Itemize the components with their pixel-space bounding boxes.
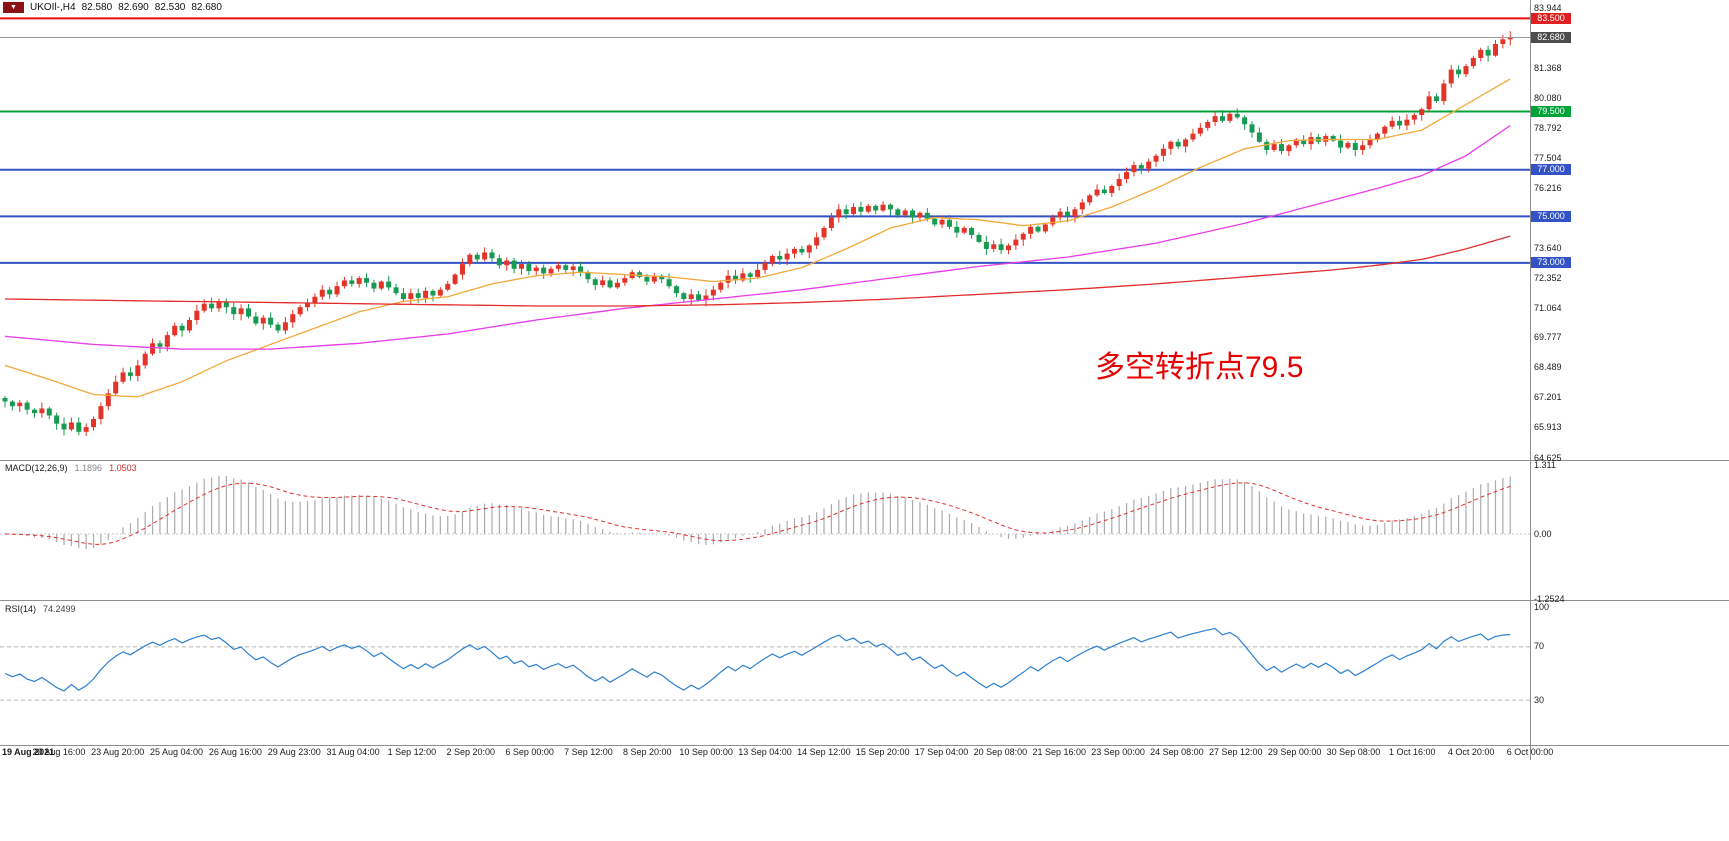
macd-histogram <box>11 475 1511 549</box>
rsi-scale-label: 70 <box>1534 641 1545 652</box>
macd-signal-value: 1.0503 <box>109 463 137 473</box>
chart-flag-icon: ▼ <box>3 2 24 13</box>
price-axis-label: 81.368 <box>1534 62 1562 73</box>
price-axis-label: 64.625 <box>1534 452 1562 463</box>
price-axis-label: 68.489 <box>1534 362 1562 373</box>
panel-separator <box>0 600 1729 601</box>
price-axis-label: 71.064 <box>1534 302 1562 313</box>
macd-label: MACD(12,26,9) <box>5 463 68 473</box>
price-badge: 82.680 <box>1531 31 1571 43</box>
rsi-value: 74.2499 <box>43 604 76 614</box>
time-axis-label: 26 Aug 16:00 <box>208 747 262 757</box>
macd-label-row: MACD(12,26,9) 1.1896 1.0503 <box>5 463 137 473</box>
macd-scale-label: 1.311 <box>1534 460 1556 471</box>
time-axis-label: 19 Aug 2021 <box>2 747 55 757</box>
time-axis-label: 6 Oct 00:00 <box>1506 747 1554 757</box>
time-axis-separator <box>0 745 1729 746</box>
price-axis-separator <box>1530 0 1531 760</box>
rsi-label-row: RSI(14) 74.2499 <box>5 604 76 614</box>
price-axis-label: 69.777 <box>1534 332 1562 343</box>
time-axis-label: 2 Sep 20:00 <box>446 747 496 757</box>
ma-fast-orange <box>4 78 1511 398</box>
time-axis-label: 1 Oct 16:00 <box>1389 747 1436 757</box>
price-badge: 73.000 <box>1531 257 1571 269</box>
price-axis-label: 65.913 <box>1534 422 1562 433</box>
price-axis-label: 83.944 <box>1534 2 1562 13</box>
time-axis-label: 7 Sep 12:00 <box>564 747 613 757</box>
macd-signal-line <box>4 482 1511 545</box>
ohlc-high: 82.690 <box>118 2 149 13</box>
time-axis-label: 23 Sep 00:00 <box>1091 747 1145 757</box>
ohlc-low: 82.530 <box>154 2 186 13</box>
price-axis-label: 67.201 <box>1534 392 1562 403</box>
time-axis-label: 15 Sep 20:00 <box>855 747 910 757</box>
time-axis-label: 21 Sep 16:00 <box>1032 747 1086 757</box>
time-axis-label: 14 Sep 12:00 <box>797 747 851 757</box>
price-axis-label: 77.504 <box>1534 152 1562 163</box>
price-badge: 75.000 <box>1531 210 1571 222</box>
time-axis-label: 10 Sep 00:00 <box>679 747 733 757</box>
ohlc-open: 82.580 <box>81 2 113 13</box>
ma-slow-red <box>4 235 1511 307</box>
rsi-scale-label: 30 <box>1534 694 1545 705</box>
price-axis-label: 73.640 <box>1534 242 1562 253</box>
price-badge: 83.500 <box>1531 12 1571 24</box>
time-axis-label: 27 Sep 12:00 <box>1208 747 1263 757</box>
time-axis-label: 29 Aug 23:00 <box>267 747 321 757</box>
time-axis-label: 30 Sep 08:00 <box>1326 747 1381 757</box>
symbol-info: ▼ UKOIl-,H4 82.580 82.690 82.530 82.680 <box>3 2 222 13</box>
ohlc-close: 82.680 <box>191 2 222 13</box>
price-axis-label: 80.080 <box>1534 92 1562 103</box>
price-badge: 77.000 <box>1531 164 1571 176</box>
rsi-label: RSI(14) <box>5 604 37 614</box>
time-axis-label: 23 Aug 20:00 <box>91 747 145 757</box>
time-axis-label: 6 Sep 00:00 <box>505 747 554 757</box>
time-axis-label: 20 Sep 08:00 <box>973 747 1028 757</box>
time-axis-label: 4 Oct 20:00 <box>1447 747 1495 757</box>
price-badge: 79.500 <box>1531 106 1571 117</box>
time-axis-label: 1 Sep 12:00 <box>387 747 437 757</box>
macd-value: 1.1896 <box>74 463 103 473</box>
rsi-scale-label: 100 <box>1534 601 1550 612</box>
macd-scale-label: -1.2524 <box>1534 593 1565 604</box>
time-axis-label: 24 Sep 08:00 <box>1150 747 1204 757</box>
time-axis-label: 20 Aug 16:00 <box>32 747 86 757</box>
time-axis-label: 31 Aug 04:00 <box>326 747 380 757</box>
price-axis-label: 78.792 <box>1534 122 1562 133</box>
time-axis-label: 25 Aug 04:00 <box>150 747 204 757</box>
ma-mid-magenta <box>4 124 1511 350</box>
price-axis-label: 76.216 <box>1534 182 1562 193</box>
time-axis-label: 29 Sep 00:00 <box>1267 747 1322 757</box>
time-axis-label: 17 Sep 04:00 <box>914 747 969 757</box>
macd-scale-label: 0.00 <box>1534 528 1552 539</box>
time-axis-label: 8 Sep 20:00 <box>623 747 672 757</box>
price-axis-label: 72.352 <box>1534 272 1562 283</box>
time-axis-label: 13 Sep 04:00 <box>738 747 792 757</box>
symbol-timeframe: UKOIl-,H4 <box>30 2 76 13</box>
panel-separator <box>0 460 1729 461</box>
rsi-line <box>4 627 1511 692</box>
chart-annotation: 多空转折点79.5 <box>1095 351 1304 384</box>
